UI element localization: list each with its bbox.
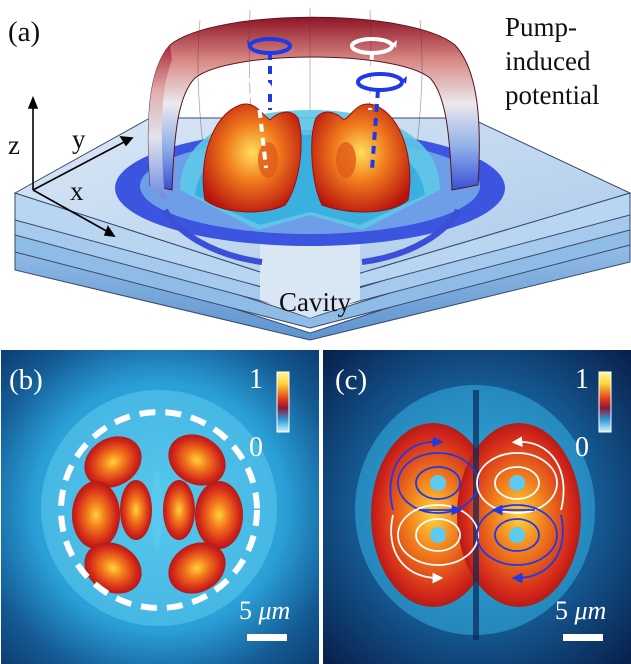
scale-value: 5 bbox=[239, 596, 252, 625]
panel-a-label: (a) bbox=[8, 16, 41, 48]
pump-label-line: induced bbox=[505, 46, 591, 76]
panel-b-label: (b) bbox=[9, 364, 43, 396]
density-map-c bbox=[323, 350, 631, 664]
colorbar-min-label: 0 bbox=[575, 432, 589, 463]
axis-z-label: z bbox=[8, 130, 20, 160]
condensate-density-lobes bbox=[202, 103, 411, 213]
vortex-markers bbox=[223, 37, 407, 171]
panel-b: (b) 1 0 5 μm bbox=[1, 350, 319, 664]
scale-bar-label: 5 μm bbox=[239, 596, 290, 626]
pump-potential-wall bbox=[147, 8, 480, 265]
potential-3d-illustration bbox=[13, 8, 631, 341]
scale-value: 5 bbox=[555, 596, 568, 625]
density-lobes-b bbox=[72, 434, 243, 594]
panel-a: (a) Pump- induced potential Cavity z y x bbox=[8, 8, 631, 341]
phase-streamlines bbox=[389, 436, 565, 584]
colorbar bbox=[598, 371, 612, 433]
pump-ring-dashed bbox=[58, 409, 260, 611]
axis-y-label: y bbox=[72, 124, 86, 154]
scale-unit: μm bbox=[258, 596, 291, 625]
scale-bar bbox=[563, 634, 603, 641]
scale-bar-label: 5 μm bbox=[555, 596, 606, 626]
colorbar bbox=[276, 371, 290, 433]
scale-unit: μm bbox=[574, 596, 607, 625]
panel-c: (c) 1 0 5 μm bbox=[323, 350, 631, 664]
panel-c-label: (c) bbox=[335, 364, 368, 396]
density-map-b bbox=[1, 350, 319, 664]
pump-potential-label: Pump- induced potential bbox=[505, 10, 599, 112]
axis-x-label: x bbox=[70, 176, 84, 206]
colorbar-max-label: 1 bbox=[575, 364, 589, 395]
pump-label-line: Pump- bbox=[505, 12, 578, 42]
colorbar-max-label: 1 bbox=[249, 364, 263, 395]
pump-label-line: potential bbox=[505, 80, 600, 110]
scale-bar bbox=[247, 634, 287, 641]
colorbar-min-label: 0 bbox=[249, 432, 263, 463]
cavity-label: Cavity bbox=[279, 287, 351, 317]
xyz-axes bbox=[27, 95, 134, 237]
